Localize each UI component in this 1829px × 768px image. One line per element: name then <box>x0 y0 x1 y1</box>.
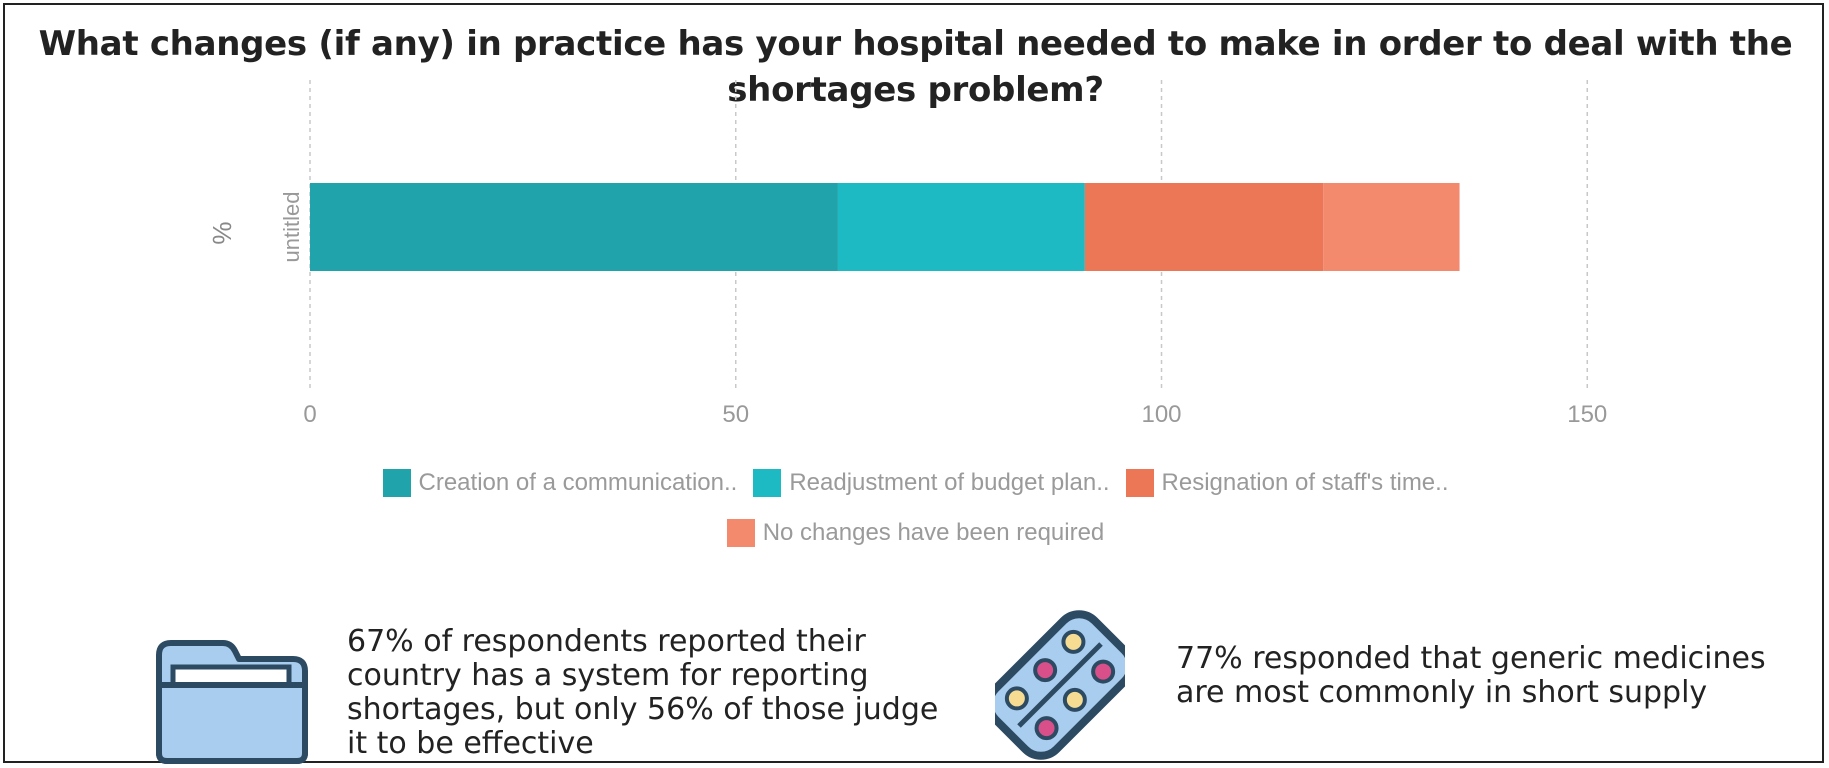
bar-segment-2 <box>837 183 1085 271</box>
legend-swatch <box>753 469 782 497</box>
legend-row: No changes have been required <box>5 513 1826 553</box>
bar-segment-1 <box>310 183 838 271</box>
x-tick-label: 0 <box>303 401 316 428</box>
info-text-generic-medicines: 77% responded that generic medicines are… <box>1176 641 1766 710</box>
x-tick-label: 100 <box>1141 401 1181 428</box>
chart-title: What changes (if any) in practice has yo… <box>38 24 1793 110</box>
folder-icon <box>156 640 308 764</box>
legend-swatch <box>726 519 755 547</box>
legend-item-staff-time[interactable]: Resignation of staff's time.. <box>1125 469 1449 497</box>
legend-item-budget[interactable]: Readjustment of budget plan.. <box>753 469 1110 497</box>
chart-legend: Creation of a communication.. Readjustme… <box>5 463 1826 563</box>
legend-swatch <box>1125 469 1154 497</box>
legend-item-no-changes[interactable]: No changes have been required <box>726 519 1105 547</box>
legend-swatch <box>382 469 411 497</box>
info-text-reporting-system: 67% of respondents reported their countr… <box>347 624 939 761</box>
legend-label: Resignation of staff's time.. <box>1161 469 1449 496</box>
legend-label: No changes have been required <box>762 519 1105 546</box>
legend-item-communication[interactable]: Creation of a communication.. <box>382 469 738 497</box>
y-axis-label: % <box>207 221 237 244</box>
x-tick-label: 50 <box>722 401 749 428</box>
legend-row: Creation of a communication.. Readjustme… <box>5 463 1826 503</box>
bar-segment-3 <box>1084 183 1324 271</box>
legend-label: Readjustment of budget plan.. <box>789 469 1110 496</box>
y-tick-label: untitled <box>279 192 304 263</box>
infographic-frame: What changes (if any) in practice has yo… <box>3 3 1826 764</box>
bar-segment-4 <box>1323 183 1460 271</box>
pills-icon <box>995 610 1125 760</box>
x-tick-label: 150 <box>1567 401 1607 428</box>
bar-chart: 0 50 100 150% untitled <box>207 80 1607 428</box>
legend-label: Creation of a communication.. <box>418 469 738 496</box>
